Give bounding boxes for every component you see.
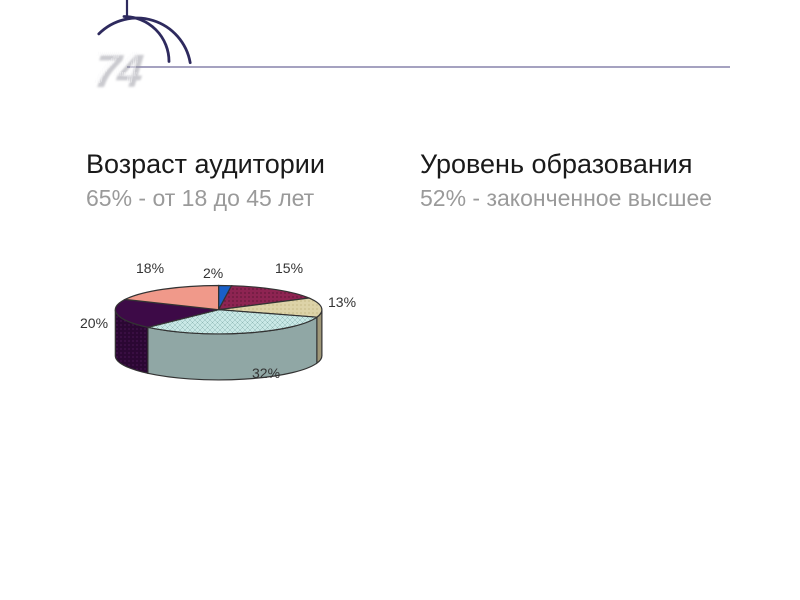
svg-text:32%: 32% bbox=[252, 365, 280, 381]
svg-text:18%: 18% bbox=[136, 260, 164, 276]
svg-text:20%: 20% bbox=[80, 315, 108, 331]
svg-text:13%: 13% bbox=[328, 294, 356, 310]
svg-text:2%: 2% bbox=[203, 265, 223, 281]
svg-text:15%: 15% bbox=[275, 260, 303, 276]
